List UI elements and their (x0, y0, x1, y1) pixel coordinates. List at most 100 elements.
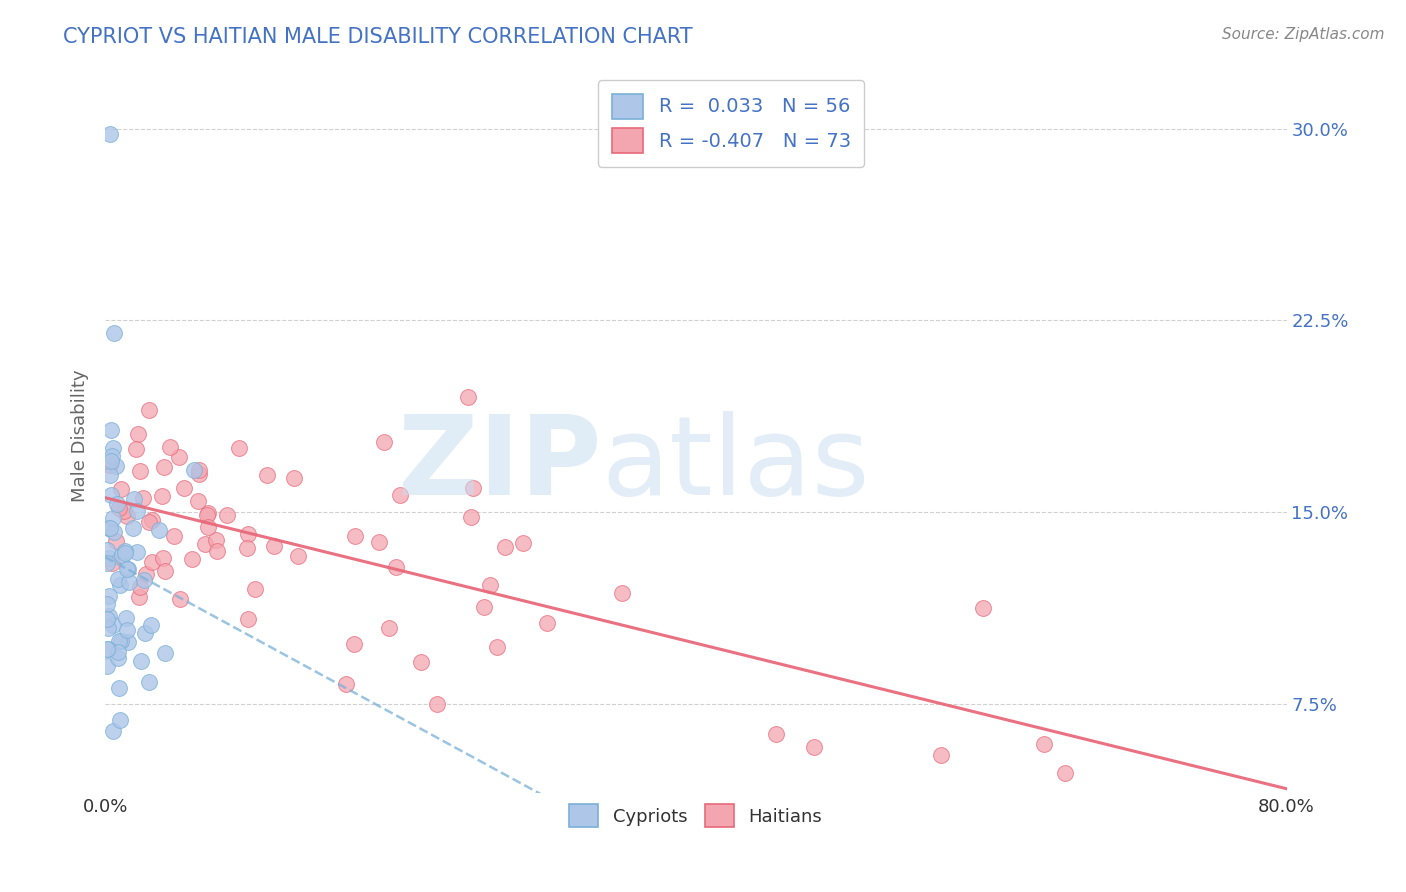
Point (138, 515, 160, 529)
Point (150, 489, 173, 503)
Point (197, 506, 219, 520)
Point (134, 626, 156, 640)
Point (134, 573, 156, 587)
Point (486, 640, 509, 654)
Point (114, 544, 136, 558)
Point (512, 535, 534, 549)
Point (125, 442, 148, 456)
Point (236, 541, 259, 555)
Point (478, 578, 501, 592)
Point (409, 655, 432, 669)
Point (107, 572, 129, 586)
Point (129, 654, 152, 668)
Legend: Cypriots, Haitians: Cypriots, Haitians (562, 797, 830, 834)
Point (188, 467, 211, 481)
Point (263, 539, 285, 553)
Point (96, 659, 118, 673)
Point (803, 740, 825, 755)
Point (121, 521, 143, 535)
Point (236, 526, 259, 541)
Point (377, 621, 399, 635)
Point (108, 681, 131, 695)
Point (128, 464, 150, 478)
Point (97, 609, 120, 624)
Point (97, 551, 120, 566)
Point (117, 562, 139, 576)
Point (101, 556, 124, 570)
Point (101, 441, 124, 455)
Point (169, 591, 191, 606)
Point (765, 727, 787, 741)
Point (115, 509, 138, 524)
Point (152, 550, 174, 565)
Point (115, 562, 138, 576)
Point (110, 483, 132, 497)
Point (343, 637, 366, 651)
Point (114, 611, 136, 625)
Point (610, 586, 633, 600)
Point (96, 597, 118, 611)
Point (132, 491, 155, 506)
Point (163, 528, 186, 542)
Point (100, 423, 122, 437)
Point (245, 582, 267, 596)
Point (104, 533, 127, 548)
Point (215, 508, 238, 522)
Point (128, 590, 150, 604)
Point (135, 566, 157, 581)
Point (373, 434, 395, 449)
Point (256, 468, 278, 483)
Point (155, 565, 177, 579)
Point (159, 440, 181, 454)
Point (457, 390, 479, 404)
Point (107, 645, 129, 659)
Point (98, 467, 121, 482)
Point (283, 470, 305, 484)
Point (460, 510, 482, 524)
Point (368, 535, 391, 549)
Point (173, 481, 195, 495)
Point (98, 127, 121, 141)
Point (929, 747, 952, 762)
Text: ZIP: ZIP (398, 410, 602, 517)
Point (101, 617, 124, 632)
Point (98, 521, 121, 535)
Point (167, 450, 190, 464)
Point (101, 723, 124, 738)
Point (287, 549, 309, 563)
Point (1032, 737, 1054, 751)
Point (194, 537, 217, 551)
Point (114, 546, 136, 560)
Point (187, 463, 209, 477)
Point (96, 642, 118, 657)
Point (115, 624, 138, 638)
Point (108, 633, 131, 648)
Point (197, 520, 219, 534)
Point (344, 529, 367, 543)
Point (118, 574, 141, 589)
Point (153, 460, 176, 475)
Point (125, 504, 148, 518)
Text: atlas: atlas (602, 410, 870, 517)
Point (207, 544, 229, 558)
Point (426, 697, 449, 711)
Point (335, 677, 357, 691)
Point (494, 540, 516, 554)
Point (107, 651, 129, 665)
Point (110, 713, 132, 727)
Point (100, 449, 122, 463)
Point (536, 615, 558, 630)
Point (141, 513, 163, 527)
Point (124, 492, 146, 507)
Point (236, 612, 259, 626)
Point (187, 494, 209, 508)
Point (197, 508, 219, 522)
Point (96, 556, 118, 570)
Point (97, 641, 120, 656)
Point (98, 458, 121, 472)
Point (97, 589, 120, 603)
Point (112, 503, 135, 517)
Point (129, 580, 152, 594)
Point (183, 463, 205, 477)
Point (461, 481, 484, 495)
